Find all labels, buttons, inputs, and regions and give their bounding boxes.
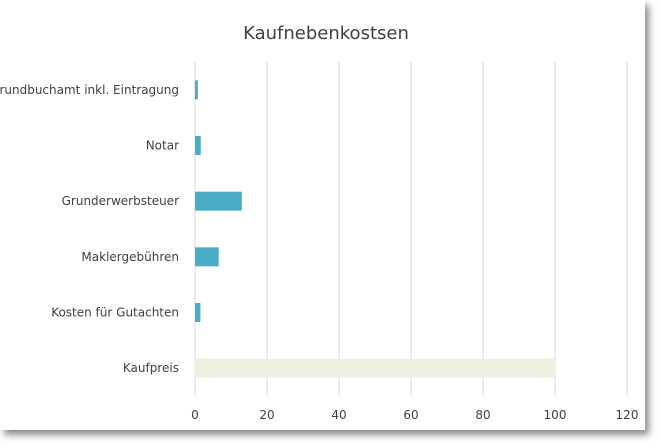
x-tick-label: 20	[259, 408, 274, 422]
x-tick-label: 120	[616, 408, 639, 422]
category-label: Grundbuchamt inkl. Eintragung	[0, 83, 179, 97]
category-label: Kosten für Gutachten	[51, 306, 179, 320]
category-labels: Grundbuchamt inkl. Eintragung Notar Grunde…	[0, 83, 179, 375]
bar-chart: Kaufnebenkostsen Grundbuchamt inkl. Eint…	[0, 23, 638, 422]
x-tick-label: 40	[331, 408, 346, 422]
bar	[195, 80, 198, 100]
bar	[195, 247, 219, 267]
x-tick-label: 0	[191, 408, 199, 422]
bar	[195, 303, 201, 322]
category-label: Maklergebühren	[81, 250, 179, 264]
bar	[195, 136, 201, 155]
category-label: Notar	[146, 139, 179, 153]
bars	[195, 80, 555, 378]
bar	[195, 358, 555, 378]
x-tick-label: 60	[403, 408, 418, 422]
category-label: Kaufpreis	[123, 361, 179, 375]
x-axis-tick-labels: 0 20 40 60 80 100 120	[191, 408, 638, 422]
x-tick-label: 80	[475, 408, 490, 422]
chart-card: Kaufnebenkostsen Grundbuchamt inkl. Eint…	[0, 23, 639, 422]
gridlines	[194, 62, 628, 396]
chart-title: Kaufnebenkostsen	[243, 23, 409, 44]
x-tick-label: 100	[544, 408, 567, 422]
category-label: Grunderwerbsteuer	[62, 194, 179, 208]
bar	[195, 191, 242, 211]
